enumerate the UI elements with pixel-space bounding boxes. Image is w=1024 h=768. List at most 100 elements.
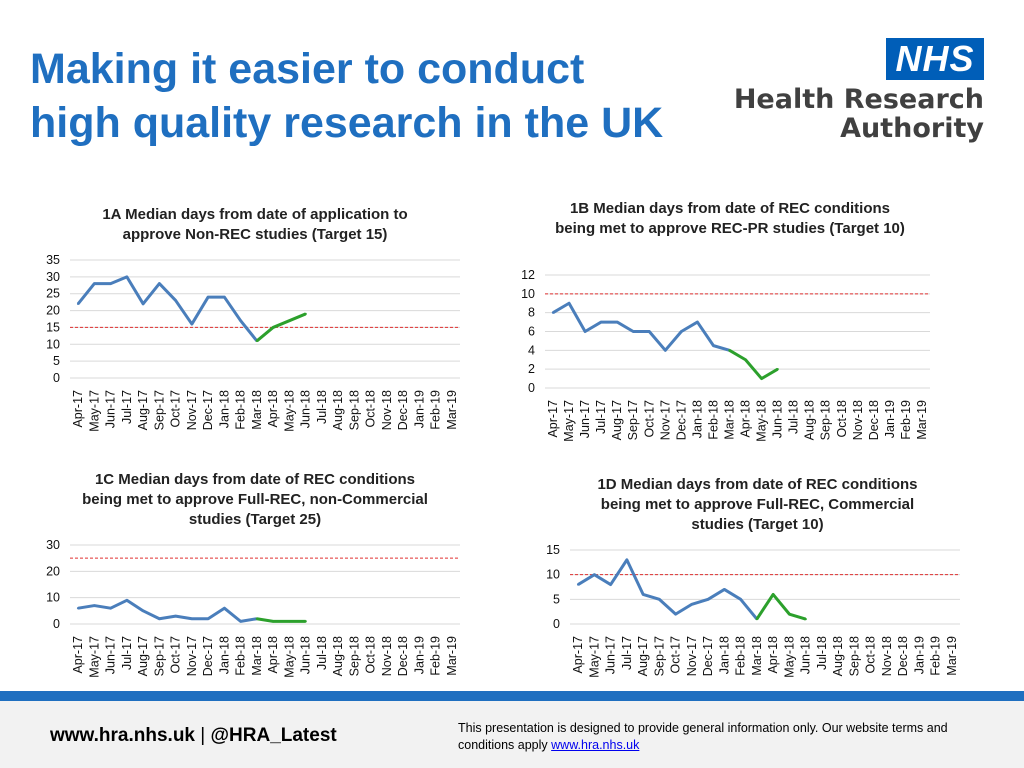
- data-point: [664, 349, 667, 352]
- x-tick-label: Feb-18: [234, 636, 248, 676]
- y-tick-label: 20: [46, 304, 60, 318]
- data-point: [804, 617, 807, 621]
- data-point: [788, 612, 791, 616]
- x-tick-label: Dec-18: [396, 390, 410, 430]
- data-point: [158, 282, 161, 285]
- footer-handle[interactable]: @HRA_Latest: [210, 725, 337, 746]
- x-tick-label: Jan-19: [412, 636, 426, 674]
- page-title-line2: high quality research in the UK: [30, 99, 664, 147]
- x-tick-label: Oct-18: [835, 400, 849, 438]
- x-tick-label: Feb-18: [734, 636, 748, 676]
- series-line: [577, 558, 759, 621]
- x-tick-label: Sep-18: [347, 390, 361, 430]
- x-tick-label: Jan-19: [412, 390, 426, 428]
- x-tick-label: Aug-18: [831, 636, 845, 676]
- x-tick-label: Aug-18: [331, 390, 345, 430]
- y-tick-label: 6: [528, 325, 535, 339]
- y-tick-label: 30: [46, 538, 60, 552]
- data-point: [239, 620, 242, 623]
- series-line: [552, 301, 730, 352]
- x-tick-label: Nov-18: [880, 636, 894, 676]
- x-tick-label: Sep-18: [847, 636, 861, 676]
- footer-disclaimer-text: This presentation is designed to provide…: [458, 721, 948, 752]
- data-point: [712, 344, 715, 347]
- x-tick-label: May-17: [87, 636, 101, 678]
- logo-line-2: Authority: [840, 113, 984, 144]
- data-point: [744, 358, 747, 361]
- data-point: [723, 588, 726, 591]
- x-tick-label: Oct-17: [669, 636, 683, 674]
- x-tick-label: Sep-17: [152, 636, 166, 676]
- chart-1a-title: 1A Median days from date of application …: [102, 206, 408, 243]
- data-point: [125, 599, 129, 602]
- page-title-line1: Making it easier to conduct: [30, 45, 585, 93]
- footer-disclaimer: This presentation is designed to provide…: [458, 720, 998, 754]
- footer-website[interactable]: www.hra.nhs.uk: [50, 725, 195, 746]
- y-tick-label: 20: [46, 564, 60, 578]
- x-tick-label: Jul-17: [620, 636, 634, 670]
- data-point: [206, 617, 210, 620]
- data-point: [739, 598, 742, 601]
- x-tick-label: Oct-17: [642, 400, 656, 438]
- data-point: [776, 367, 779, 371]
- series-line: [77, 598, 258, 623]
- series-line-recent: [255, 312, 307, 343]
- data-point: [680, 330, 683, 333]
- y-tick-label: 5: [553, 592, 560, 606]
- x-tick-label: Apr-17: [71, 636, 85, 674]
- x-tick-label: Nov-17: [685, 636, 699, 676]
- x-tick-label: Jan-19: [883, 400, 897, 438]
- x-tick-label: May-18: [755, 400, 769, 442]
- x-tick-label: May-18: [782, 636, 796, 678]
- x-tick-label: May-17: [562, 400, 576, 442]
- data-point: [304, 312, 307, 316]
- data-point: [190, 322, 194, 326]
- data-point: [551, 311, 555, 314]
- y-tick-label: 10: [546, 568, 560, 582]
- chart-1d-title: 1D Median days from date of REC conditio…: [597, 476, 918, 533]
- y-tick-label: 30: [46, 270, 60, 284]
- x-tick-label: Mar-19: [445, 390, 459, 430]
- x-tick-label: Jun-18: [799, 636, 813, 674]
- data-point: [288, 620, 291, 623]
- x-tick-label: Nov-17: [185, 390, 199, 430]
- data-point: [728, 349, 731, 352]
- x-tick-label: Jan-18: [717, 636, 731, 674]
- data-point: [771, 593, 775, 596]
- data-point: [576, 583, 580, 586]
- data-point: [109, 607, 112, 610]
- x-tick-label: Oct-18: [364, 636, 378, 674]
- x-tick-label: Nov-17: [185, 636, 199, 676]
- x-tick-label: Apr-18: [739, 400, 753, 438]
- x-tick-label: May-17: [587, 636, 601, 678]
- x-tick-label: Jun-17: [104, 390, 118, 428]
- y-tick-label: 0: [53, 371, 60, 385]
- series-line-recent: [256, 617, 306, 623]
- page-title: Making it easier to conduct high quality…: [30, 42, 730, 150]
- chart-1c-title: 1C Median days from date of REC conditio…: [82, 471, 428, 528]
- x-tick-label: Aug-17: [136, 390, 150, 430]
- y-tick-label: 0: [528, 381, 535, 395]
- x-tick-label: Aug-18: [803, 400, 817, 440]
- x-tick-label: Feb-19: [429, 390, 443, 430]
- x-tick-label: Mar-18: [722, 400, 736, 440]
- x-tick-label: May-17: [87, 390, 101, 432]
- x-tick-label: Mar-18: [250, 390, 264, 430]
- y-tick-label: 12: [521, 268, 535, 282]
- logo-line-1: Health Research: [733, 84, 984, 115]
- x-tick-label: Apr-17: [71, 390, 85, 428]
- footer-link[interactable]: www.hra.nhs.uk: [551, 738, 640, 752]
- x-tick-label: Jul-18: [315, 636, 329, 670]
- y-tick-label: 10: [46, 337, 60, 351]
- data-point: [174, 299, 177, 302]
- x-tick-label: Apr-18: [266, 390, 280, 428]
- nhs-logo-box: NHS: [886, 38, 984, 80]
- y-tick-label: 10: [46, 591, 60, 605]
- data-point: [125, 275, 129, 279]
- x-tick-label: Dec-18: [867, 400, 881, 440]
- footer-divider: [0, 691, 1024, 701]
- data-point: [255, 339, 259, 343]
